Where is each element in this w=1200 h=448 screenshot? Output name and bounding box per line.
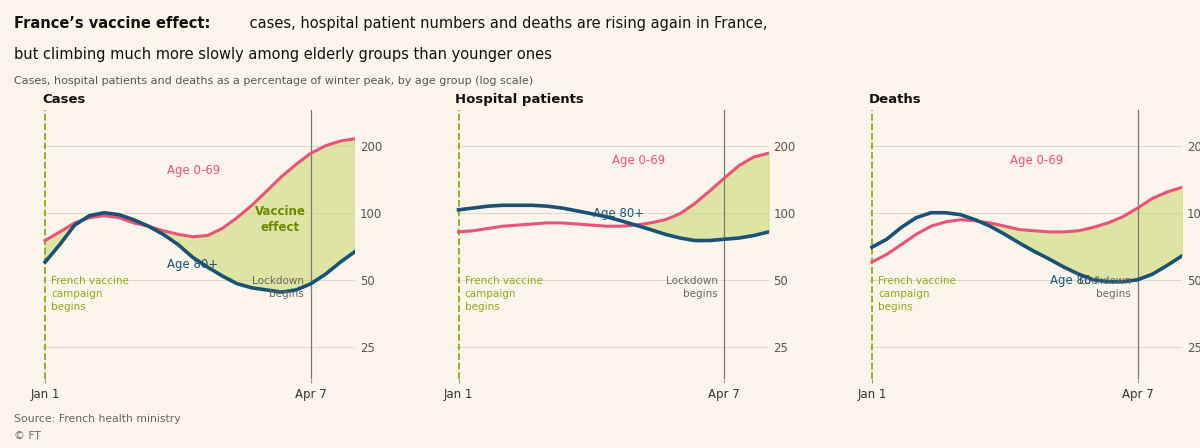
Text: French vaccine
campaign
begins: French vaccine campaign begins <box>878 276 956 312</box>
Text: Age 0-69: Age 0-69 <box>167 164 221 177</box>
Text: but climbing much more slowly among elderly groups than younger ones: but climbing much more slowly among elde… <box>14 47 552 62</box>
Text: French vaccine
campaign
begins: French vaccine campaign begins <box>464 276 542 312</box>
Text: Age 80+: Age 80+ <box>1050 275 1102 288</box>
Text: France’s vaccine effect:: France’s vaccine effect: <box>14 16 211 30</box>
Text: Lockdown
begins: Lockdown begins <box>1079 276 1130 299</box>
Text: French vaccine
campaign
begins: French vaccine campaign begins <box>52 276 130 312</box>
Text: Source: French health ministry: Source: French health ministry <box>14 414 181 424</box>
Text: Deaths: Deaths <box>869 93 922 106</box>
Text: Age 0-69: Age 0-69 <box>1009 154 1063 167</box>
Text: Age 0-69: Age 0-69 <box>612 154 665 167</box>
Text: Hospital patients: Hospital patients <box>456 93 584 106</box>
Text: Cases, hospital patients and deaths as a percentage of winter peak, by age group: Cases, hospital patients and deaths as a… <box>14 76 534 86</box>
Text: Vaccine
effect: Vaccine effect <box>254 205 306 234</box>
Text: © FT: © FT <box>14 431 41 441</box>
Text: Lockdown
begins: Lockdown begins <box>666 276 718 299</box>
Text: Lockdown
begins: Lockdown begins <box>252 276 304 299</box>
Text: Age 80+: Age 80+ <box>167 258 218 271</box>
Text: Age 80+: Age 80+ <box>593 207 644 220</box>
Text: Cases: Cases <box>42 93 85 106</box>
Text: cases, hospital patient numbers and deaths are rising again in France,: cases, hospital patient numbers and deat… <box>245 16 767 30</box>
